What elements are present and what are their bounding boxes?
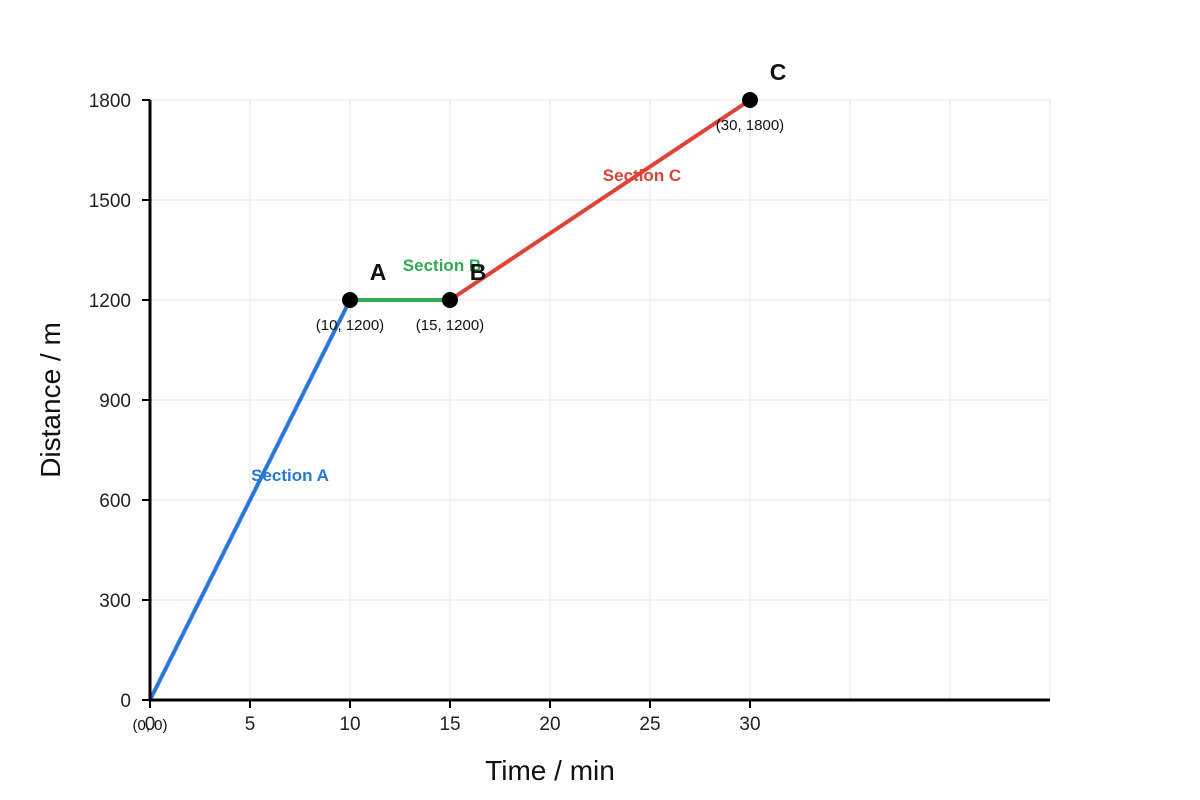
series-line-1 (148, 298, 352, 702)
tick-labels: 0 300 600 900 1200 1500 1800 0 5 10 15 20 25 30 (89, 91, 761, 735)
point-coord-label: (30, 1800) (716, 117, 784, 134)
point-coord-label: (15, 1200) (416, 317, 484, 334)
x-tick-label: 20 (539, 714, 560, 735)
y-tick-label: 1800 (89, 91, 131, 112)
x-tick-label: 25 (639, 714, 660, 735)
axes (142, 99, 1050, 708)
x-tick-label: 30 (739, 714, 760, 735)
series-line-3 (448, 98, 752, 302)
y-tick-label: 1200 (89, 291, 131, 312)
x-tick-label: 15 (439, 714, 460, 735)
point-name-B: B (470, 259, 487, 285)
x-axis-title: Time / min (485, 755, 615, 786)
y-tick-label: 1500 (89, 191, 131, 212)
y-tick-label: 0 (120, 691, 131, 712)
annotations: Section A Section B Section C (0, 0) A (10, 1… (132, 59, 786, 734)
point-name-C: C (770, 59, 787, 85)
series-label-3: Section C (603, 166, 681, 185)
point-marker-B (442, 292, 458, 308)
point-marker-C (742, 92, 758, 108)
point-markers (342, 92, 758, 308)
point-marker-A (342, 292, 358, 308)
y-tick-label: 300 (99, 591, 131, 612)
grid (149, 99, 1051, 701)
y-tick-label: 900 (99, 391, 131, 412)
series-lines (148, 98, 752, 702)
x-tick-label: 0 (145, 714, 156, 735)
point-coord-label: (10, 1200) (316, 317, 384, 334)
point-name-A: A (370, 259, 387, 285)
x-tick-label: 10 (339, 714, 360, 735)
x-tick-label: 5 (245, 714, 256, 735)
point-coord-label: (0, 0) (132, 717, 167, 734)
y-axis-title: Distance / m (35, 322, 66, 478)
series-label-2: Section B (403, 256, 481, 275)
y-tick-label: 600 (99, 491, 131, 512)
series-label-1: Section A (251, 466, 329, 485)
